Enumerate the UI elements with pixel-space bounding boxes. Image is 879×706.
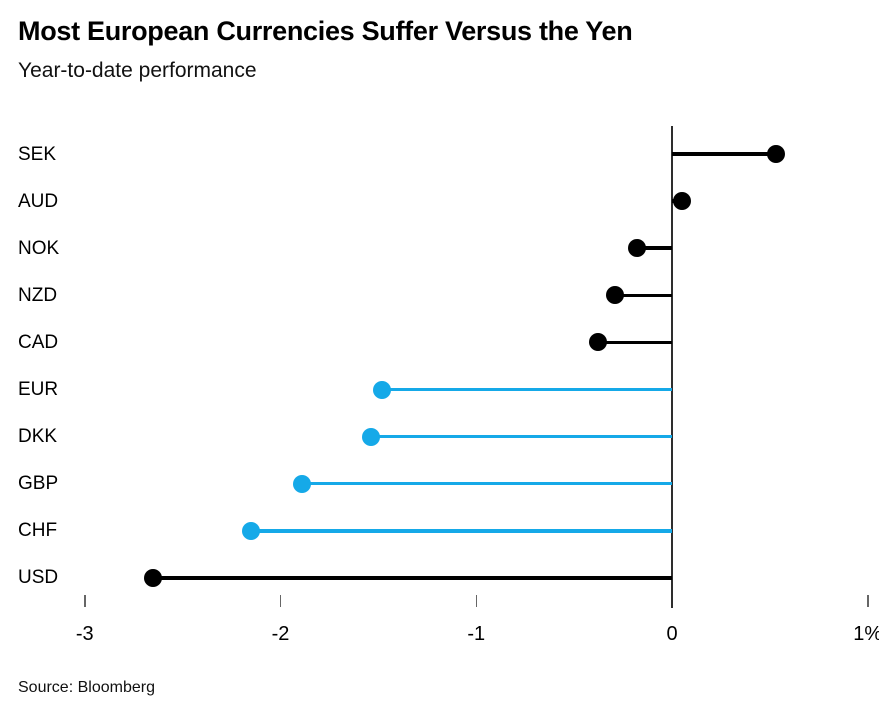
category-label-AUD: AUD — [18, 190, 59, 212]
category-label-GBP: GBP — [18, 473, 59, 495]
stem-EUR — [382, 387, 672, 392]
data-point-USD — [144, 568, 163, 587]
x-tick--2 — [279, 595, 282, 607]
data-point-CHF — [242, 521, 261, 540]
stem-NOK — [636, 246, 672, 250]
x-tick-label--3: -3 — [75, 623, 94, 645]
data-point-NOK — [627, 239, 646, 258]
data-point-DKK — [361, 427, 380, 446]
source-note: Source: Bloomberg — [18, 679, 155, 696]
data-point-CAD — [588, 333, 607, 352]
stem-SEK — [672, 152, 776, 156]
chart-title: Most European Currencies Suffer Versus t… — [18, 16, 633, 46]
stem-DKK — [370, 434, 672, 439]
data-point-SEK — [766, 145, 785, 163]
category-label-DKK: DKK — [18, 426, 58, 448]
x-tick--3 — [84, 595, 86, 607]
x-tick-label--2: -2 — [271, 623, 290, 645]
chart-subtitle: Year-to-date performance — [18, 59, 257, 82]
category-label-EUR: EUR — [18, 379, 59, 400]
category-label-CAD: CAD — [18, 331, 59, 353]
data-point-NZD — [606, 286, 625, 305]
category-label-USD: USD — [18, 567, 59, 589]
data-point-GBP — [293, 474, 312, 493]
data-point-AUD — [672, 192, 691, 211]
category-label-CHF: CHF — [18, 520, 58, 542]
x-tick--1 — [475, 595, 477, 607]
x-tick-label-0: 0 — [666, 623, 678, 645]
stem-USD — [153, 576, 672, 580]
category-label-NZD: NZD — [18, 284, 58, 306]
x-tick-1% — [867, 595, 869, 607]
stem-GBP — [302, 481, 672, 486]
x-tick-label-1%: 1% — [853, 623, 879, 645]
stem-NZD — [615, 293, 672, 298]
zero-axis-line — [671, 126, 673, 608]
stem-CAD — [597, 340, 672, 345]
category-label-SEK: SEK — [18, 143, 57, 165]
data-point-EUR — [373, 380, 392, 399]
x-tick-label--1: -1 — [467, 623, 486, 645]
stem-CHF — [251, 529, 672, 533]
category-label-NOK: NOK — [18, 237, 60, 259]
